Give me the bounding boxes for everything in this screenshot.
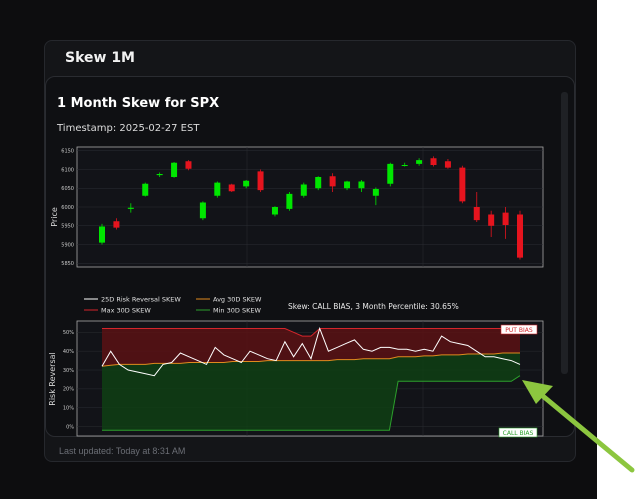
price-y-ticks: 5850 5900 5950 6000 6050 6100 6150 xyxy=(61,149,74,267)
skew-tick-label: 50% xyxy=(63,330,74,336)
candle-body xyxy=(488,214,495,226)
candle-body xyxy=(171,162,178,177)
chart-timestamp: Timestamp: 2025-02-27 EST xyxy=(57,123,200,134)
candle-body xyxy=(459,167,466,202)
candle-body xyxy=(300,184,307,196)
candle-body xyxy=(358,181,365,189)
candle-body xyxy=(142,183,149,196)
candle-body xyxy=(517,214,523,258)
chart-title: 1 Month Skew for SPX xyxy=(57,96,220,111)
avg-30d-line xyxy=(101,352,520,367)
call-bias-band xyxy=(102,353,520,431)
candle-body xyxy=(214,182,221,196)
price-tick-label: 6000 xyxy=(61,205,74,211)
skew-y-ticks: 0% 10% 20% 30% 40% 50% xyxy=(63,330,74,430)
candle-body xyxy=(430,158,437,165)
candle-body xyxy=(243,180,250,187)
call-bias-label: CALL BIAS xyxy=(503,430,534,437)
candle-body xyxy=(113,221,120,228)
price-tick-label: 6100 xyxy=(61,167,74,173)
price-tick-label: 5950 xyxy=(61,224,74,230)
candle-body xyxy=(99,226,105,243)
skew-y-label: Risk Reversal xyxy=(48,352,57,405)
candle-body xyxy=(127,207,134,209)
call-bias-badge xyxy=(498,427,538,438)
put-bias-badge xyxy=(500,324,538,335)
skew-tick-label: 20% xyxy=(63,387,74,393)
skew-annotation: Skew: CALL BIAS, 3 Month Percentile: 30.… xyxy=(288,302,459,311)
min-30d-line xyxy=(102,375,521,431)
skew-tick-label: 40% xyxy=(63,349,74,355)
price-tick-label: 5900 xyxy=(61,242,74,248)
candle-body xyxy=(344,181,351,189)
skew-tick-label: 10% xyxy=(63,406,74,412)
candle-body xyxy=(185,161,192,169)
candle-body xyxy=(372,189,379,196)
candle-body xyxy=(199,202,206,219)
legend-min: Min 30D SKEW xyxy=(213,307,261,315)
panel-scrollbar[interactable] xyxy=(561,92,568,374)
risk-reversal-line xyxy=(101,326,521,377)
max-30d-line xyxy=(102,328,520,337)
candle-body xyxy=(401,165,408,166)
price-y-label: Price xyxy=(50,207,59,227)
candlesticks xyxy=(99,156,523,260)
legend-avg: Avg 30D SKEW xyxy=(213,296,262,304)
candle-body xyxy=(271,207,278,215)
candle-body xyxy=(228,184,235,192)
legend-rr: 25D Risk Reversal SKEW xyxy=(101,296,181,304)
last-updated: Last updated: Today at 8:31 AM xyxy=(59,446,186,456)
price-tick-label: 6050 xyxy=(61,186,74,192)
candle-body xyxy=(257,171,264,191)
price-tick-label: 5850 xyxy=(61,261,74,267)
candle-body xyxy=(315,177,322,189)
candle-body xyxy=(329,176,336,187)
legend-max: Max 30D SKEW xyxy=(101,307,151,315)
arrow-icon xyxy=(522,380,635,473)
skew-tick-label: 30% xyxy=(63,368,74,374)
candle-body xyxy=(473,207,480,221)
legend: 25D Risk Reversal SKEW Max 30D SKEW Avg … xyxy=(84,296,262,315)
candle-body xyxy=(156,174,163,176)
candle-body xyxy=(502,212,509,225)
skew-tick-label: 0% xyxy=(66,424,74,430)
candle-body xyxy=(444,161,451,168)
put-bias-label: PUT BIAS xyxy=(505,327,533,334)
price-tick-label: 6150 xyxy=(61,149,74,155)
candle-body xyxy=(387,163,394,184)
candle-body xyxy=(286,193,293,209)
candle-body xyxy=(416,160,423,164)
card-title: Skew 1M xyxy=(65,50,135,66)
